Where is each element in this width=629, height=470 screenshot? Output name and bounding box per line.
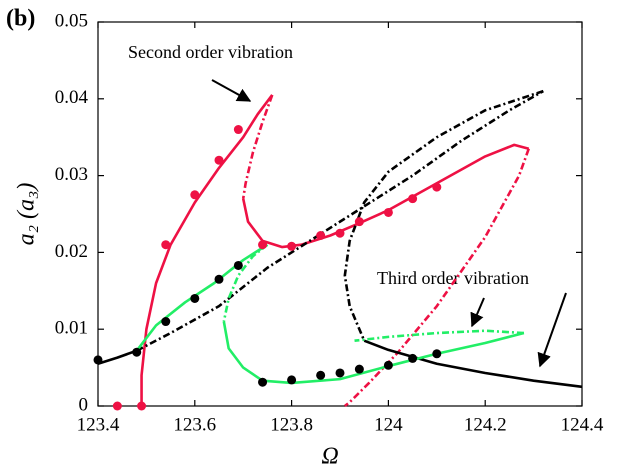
annotation-arrow — [211, 79, 252, 102]
data-point — [190, 293, 200, 303]
data-point — [354, 217, 364, 227]
curve — [136, 89, 544, 352]
data-point — [258, 240, 268, 250]
curve — [363, 339, 583, 389]
x-tick-label: 123.8 — [270, 414, 313, 435]
data-point — [335, 368, 345, 378]
data-point — [214, 155, 224, 165]
data-point — [408, 194, 418, 204]
curve — [343, 89, 544, 342]
y-tick-label: 0.02 — [55, 241, 88, 262]
data-point — [432, 349, 442, 359]
x-tick-label: 123.6 — [173, 414, 216, 435]
curve — [344, 148, 530, 408]
data-point — [287, 241, 297, 251]
data-point — [161, 240, 171, 250]
data-point — [132, 347, 142, 357]
y-tick-label: 0.04 — [55, 87, 89, 108]
curve — [354, 329, 524, 343]
annotation: Second order vibration — [128, 42, 293, 62]
plot-frame — [97, 21, 583, 407]
x-tick-label: 123.4 — [77, 414, 120, 435]
data-point — [408, 353, 418, 363]
y-tick-label: 0 — [79, 394, 89, 415]
data-point — [137, 401, 147, 411]
data-point — [214, 274, 224, 284]
data-point — [316, 370, 326, 380]
data-point — [233, 260, 243, 270]
y-tick-label: 0.01 — [55, 318, 88, 339]
curve — [135, 243, 269, 352]
annotation: Third order vibration — [377, 268, 529, 288]
data-point — [112, 401, 122, 411]
data-point — [383, 360, 393, 370]
data-point — [432, 182, 442, 192]
x-axis-label: Ω — [321, 444, 338, 470]
annotation-arrow — [537, 292, 567, 368]
curve — [241, 94, 274, 199]
annotation-arrow — [470, 297, 485, 328]
data-point — [93, 355, 103, 365]
curve — [140, 94, 274, 406]
y-axis-label: a₂ (a₃) — [14, 183, 40, 246]
curve — [222, 321, 525, 385]
curve — [222, 243, 269, 322]
data-point — [335, 228, 345, 238]
data-point — [161, 317, 171, 327]
data-point — [316, 231, 326, 241]
data-point — [258, 377, 268, 387]
x-tick-label: 124.4 — [561, 414, 604, 435]
data-point — [233, 125, 243, 135]
x-tick-label: 124.2 — [464, 414, 507, 435]
data-point — [354, 364, 364, 374]
y-tick-label: 0.05 — [55, 10, 88, 31]
data-point — [383, 207, 393, 217]
panel-label: (b) — [6, 6, 35, 32]
x-tick-label: 124 — [374, 414, 403, 435]
data-point — [190, 190, 200, 200]
data-point — [287, 375, 297, 385]
curve — [97, 349, 138, 365]
curve — [241, 143, 530, 249]
y-tick-label: 0.03 — [55, 164, 88, 185]
